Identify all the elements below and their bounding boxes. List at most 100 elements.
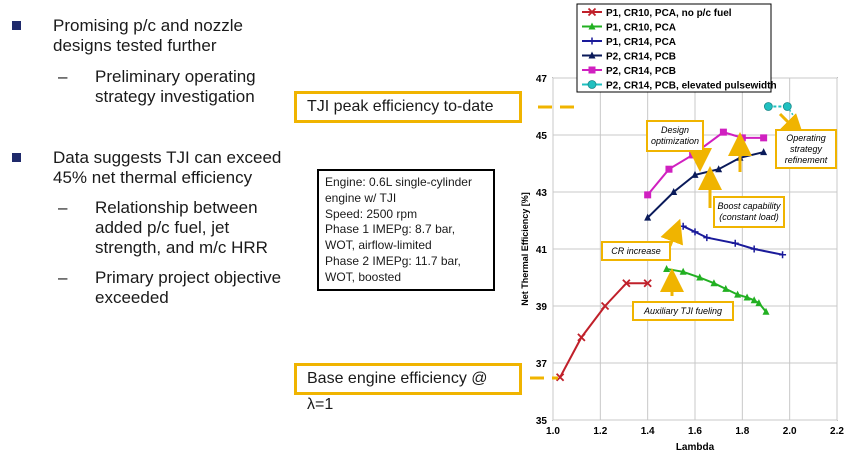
data-point — [644, 213, 652, 221]
y-tick-label: 43 — [536, 188, 548, 199]
data-point — [763, 102, 773, 111]
bullet-1-line: Promising p/c and nozzle — [53, 16, 243, 35]
dash-icon: – — [58, 67, 68, 86]
data-point — [750, 296, 758, 304]
bullet-square-icon — [12, 21, 21, 30]
annotation-text: CR increase — [611, 246, 661, 256]
annotation-text: Operating strategy refinement — [785, 133, 828, 165]
data-point — [731, 239, 739, 247]
data-point — [722, 284, 730, 292]
sub-bullet-2b-line: Primary project objective — [95, 268, 282, 287]
engine-spec-box: Engine: 0.6L single-cylinder engine w/ T… — [317, 169, 495, 291]
legend-label: P2, CR14, PCB — [606, 66, 676, 77]
data-point — [703, 234, 711, 242]
legend-label: P2, CR14, PCB, elevated pulsewidth — [606, 81, 777, 92]
bullet-1-line: designs tested further — [53, 36, 217, 55]
y-tick-label: 41 — [536, 245, 548, 256]
legend-label: P1, CR10, PCA, no p/c fuel — [606, 8, 732, 19]
legend-label: P1, CR10, PCA — [606, 23, 676, 34]
data-point — [710, 279, 718, 287]
callout-text: Base engine efficiency @ λ=1 — [307, 370, 488, 413]
annotation-cr: CR increase — [601, 241, 671, 261]
data-point — [719, 128, 727, 136]
y-tick-label: 35 — [536, 416, 548, 427]
y-axis-label: Net Thermal Efficiency [%] — [520, 192, 530, 306]
x-tick-label: 2.0 — [783, 426, 797, 437]
x-tick-label: 2.2 — [830, 426, 844, 437]
annotation-text: Boost capability (constant load) — [717, 201, 781, 222]
x-tick-label: 1.8 — [735, 426, 749, 437]
sub-bullet-2a-line: added p/c fuel, jet — [95, 218, 230, 237]
sub-bullet-2a-line: Relationship between — [95, 198, 258, 217]
legend-label: P1, CR14, PCA — [606, 37, 676, 48]
annotation-aux: Auxiliary TJI fueling — [632, 301, 734, 321]
legend-label: P2, CR14, PCB — [606, 52, 676, 63]
y-tick-label: 39 — [536, 302, 548, 313]
bullet-1: Promising p/c and nozzle designs tested … — [12, 16, 243, 56]
data-point — [691, 170, 699, 178]
base-efficiency-callout: Base engine efficiency @ λ=1 — [294, 363, 522, 413]
data-point — [750, 245, 758, 253]
dash-icon: – — [58, 198, 68, 217]
bullet-square-icon — [12, 153, 21, 162]
series — [555, 279, 652, 382]
data-point — [762, 307, 770, 315]
data-point — [555, 373, 565, 382]
data-point — [622, 279, 631, 288]
data-point — [760, 148, 768, 156]
data-point — [588, 66, 596, 74]
data-point — [760, 134, 768, 142]
x-tick-label: 1.0 — [546, 426, 560, 437]
bullet-2-line: 45% net thermal efficiency — [53, 168, 253, 187]
sub-bullet-1a: – Preliminary operating strategy investi… — [58, 67, 256, 107]
data-point — [665, 165, 673, 173]
data-point — [600, 301, 610, 311]
annotation-design: Design optimization — [646, 120, 704, 152]
data-point — [588, 51, 596, 59]
data-point — [587, 7, 597, 17]
y-tick-label: 37 — [536, 359, 548, 370]
x-axis-label: Lambda — [676, 442, 715, 450]
sub-bullet-1a-line: strategy investigation — [95, 87, 255, 106]
data-point — [643, 279, 652, 288]
data-point — [577, 333, 586, 342]
data-point — [644, 191, 652, 199]
arrow-icon — [778, 112, 805, 139]
data-point — [734, 290, 742, 298]
series-group — [555, 102, 796, 382]
sub-bullet-2b-line: exceeded — [95, 288, 169, 307]
legend: P1, CR10, PCA, no p/c fuel P1, CR10, PCA P… — [576, 3, 777, 93]
data-point — [587, 80, 597, 89]
series-line — [682, 225, 783, 256]
data-point — [696, 273, 704, 281]
bullet-2-line: Data suggests TJI can exceed — [53, 148, 282, 167]
data-point — [779, 251, 787, 259]
spec-line: WOT, airflow-limited — [325, 238, 432, 253]
annotation-text: Design optimization — [651, 125, 699, 146]
data-point — [588, 22, 596, 30]
data-point — [670, 188, 678, 195]
data-point — [588, 37, 596, 45]
annotation-boost: Boost capability (constant load) — [713, 196, 785, 228]
sub-bullet-1a-line: Preliminary operating — [95, 67, 256, 86]
spec-line: Phase 1 IMEPg: 8.7 bar, — [325, 222, 456, 237]
spec-line: engine w/ TJI — [325, 190, 397, 205]
spec-line: Speed: 2500 rpm — [325, 206, 418, 221]
data-point — [755, 299, 763, 307]
x-tick-label: 1.2 — [593, 426, 607, 437]
bullet-2: Data suggests TJI can exceed 45% net the… — [12, 148, 281, 188]
data-point — [743, 293, 751, 301]
series — [679, 222, 787, 259]
dash-icon: – — [58, 268, 68, 287]
data-point — [738, 134, 746, 142]
spec-line: Engine: 0.6L single-cylinder — [325, 175, 472, 189]
x-tick-label: 1.4 — [641, 426, 655, 437]
data-point — [691, 228, 699, 236]
y-tick-label: 45 — [536, 131, 548, 142]
spec-line: Phase 2 IMEPg: 11.7 bar, — [325, 253, 461, 268]
sub-bullet-2a: – Relationship between added p/c fuel, j… — [58, 198, 268, 258]
annotation-text: Auxiliary TJI fueling — [643, 306, 722, 316]
sub-bullet-2a-line: strength, and m/c HRR — [95, 238, 268, 257]
sub-bullet-2b: – Primary project objective exceeded — [58, 268, 281, 308]
